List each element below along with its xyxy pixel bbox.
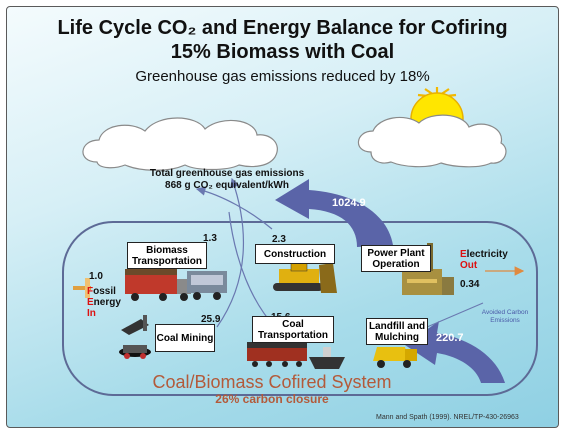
flow-value-power-plant: 1024.9 — [332, 197, 366, 209]
coal-mining-icon — [119, 315, 151, 359]
citation: Mann and Spath (1999). NREL/TP-430-26963 — [376, 414, 519, 421]
box-landfill: Landfill and Mulching — [366, 318, 428, 345]
flow-value-electricity-out: 0.34 — [460, 279, 480, 290]
page-subtitle: Greenhouse gas emissions reduced by 18% — [135, 68, 430, 85]
carbon-closure-label: 26% carbon closure — [215, 392, 329, 406]
page-title-line2: 15% Biomass with Coal — [170, 41, 395, 63]
box-construction: Construction — [255, 244, 335, 264]
box-power-plant: Power Plant Operation — [361, 245, 431, 272]
bulldozer-icon — [273, 258, 337, 293]
biomass-truck-icon — [125, 269, 227, 301]
flow-value-construction: 2.3 — [272, 234, 286, 245]
cloud-left — [82, 117, 278, 171]
biomass-emission-arrow — [216, 177, 245, 328]
avoided-carbon-label: Avoided Carbon Emissions — [481, 309, 529, 324]
system-boundary — [62, 221, 538, 396]
construction-emission-arrow — [195, 186, 273, 230]
page-title: Life Cycle CO₂ and Energy Balance for Co… — [57, 17, 508, 39]
coal-emission-arrow — [228, 211, 276, 328]
flow-value-fossil-in: 1.0 — [89, 271, 103, 282]
slide: Life Cycle CO₂ and Energy Balance for Co… — [6, 6, 559, 428]
box-coal-mining: Coal Mining — [155, 324, 215, 352]
flow-value-biomass-transport: 1.3 — [203, 233, 217, 244]
electricity-out-label: Electricity Out — [460, 249, 508, 271]
avoided-emission-arrow — [405, 321, 505, 383]
box-biomass-transportation: Biomass Transportation — [127, 242, 207, 269]
coal-transport-icon — [247, 342, 345, 369]
cloud-right — [357, 114, 507, 168]
flow-value-avoided: 220.7 — [436, 332, 464, 344]
total-emissions-line1: Total greenhouse gas emissions — [149, 168, 305, 179]
total-emissions-line2: 868 g CO₂ equivalent/kWh — [165, 180, 289, 191]
diagram-canvas — [62, 87, 538, 396]
total-emissions-label: Total greenhouse gas emissions 868 g CO₂… — [137, 168, 317, 192]
emission-flow-arrow — [275, 179, 393, 247]
avoided-carbon-line — [426, 302, 484, 328]
fossil-energy-input-bar — [73, 286, 91, 290]
dump-truck-icon — [373, 347, 417, 368]
box-coal-transportation: Coal Transportation — [252, 316, 334, 343]
flow-value-coal-mining: 25.9 — [201, 314, 221, 325]
system-label: Coal/Biomass Cofired System — [152, 372, 392, 392]
fossil-energy-in-label: Fossil Energy In — [87, 286, 121, 319]
